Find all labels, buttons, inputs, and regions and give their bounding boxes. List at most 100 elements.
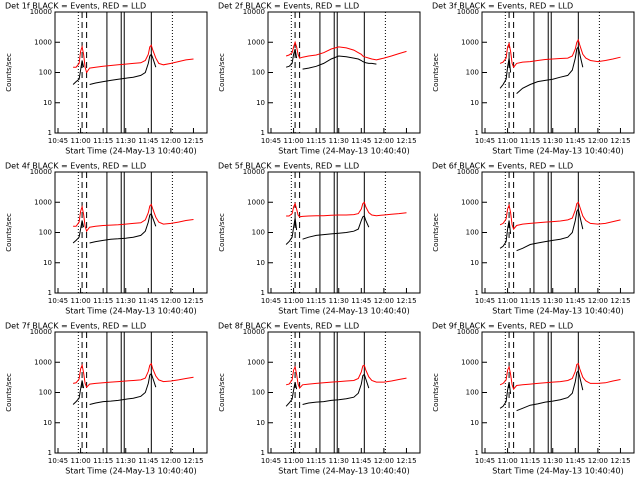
x-tick-label: 11:45 bbox=[138, 297, 158, 305]
x-tick-label: 11:15 bbox=[520, 137, 540, 145]
y-tick-label: 10 bbox=[43, 99, 52, 107]
series-line bbox=[499, 207, 584, 252]
y-tick-label: 10000 bbox=[30, 168, 52, 176]
series-line bbox=[73, 362, 194, 389]
x-tick-label: 11:15 bbox=[520, 457, 540, 465]
x-tick-label: 10:45 bbox=[48, 137, 68, 145]
y-tick-label: 1 bbox=[48, 449, 52, 457]
y-axis-label: Counts/sec bbox=[218, 373, 226, 412]
x-tick-label: 11:00 bbox=[283, 137, 303, 145]
x-tick-label: 11:00 bbox=[70, 297, 90, 305]
x-tick-label: 11:30 bbox=[543, 457, 563, 465]
plot-frame bbox=[481, 11, 635, 134]
y-tick-label: 1 bbox=[48, 289, 52, 297]
x-tick-label: 11:30 bbox=[329, 297, 349, 305]
x-tick-label: 12:15 bbox=[610, 297, 630, 305]
x-tick-label: 12:15 bbox=[183, 297, 203, 305]
chart-title: Det 6f BLACK = Events, RED = LLD bbox=[432, 162, 573, 171]
chart-title: Det 7f BLACK = Events, RED = LLD bbox=[5, 322, 146, 331]
x-axis-label: Start Time (24-May-13 10:40:40) bbox=[278, 147, 409, 156]
y-tick-label: 100 bbox=[466, 389, 479, 397]
y-tick-label: 1000 bbox=[461, 198, 479, 206]
y-tick-label: 1000 bbox=[461, 38, 479, 46]
x-tick-label: 11:30 bbox=[543, 137, 563, 145]
x-tick-label: 11:15 bbox=[306, 297, 326, 305]
y-axis-label: Counts/sec bbox=[218, 53, 226, 92]
chart-title: Det 8f BLACK = Events, RED = LLD bbox=[218, 322, 359, 331]
y-tick-label: 1000 bbox=[461, 358, 479, 366]
chart-title: Det 9f BLACK = Events, RED = LLD bbox=[432, 322, 573, 331]
series-line bbox=[285, 48, 377, 70]
y-tick-label: 100 bbox=[252, 389, 265, 397]
x-tick-label: 11:45 bbox=[565, 137, 585, 145]
y-tick-label: 1000 bbox=[34, 198, 52, 206]
x-tick-label: 12:15 bbox=[396, 137, 416, 145]
y-tick-label: 100 bbox=[39, 389, 52, 397]
x-tick-label: 11:15 bbox=[93, 297, 113, 305]
x-tick-label: 12:15 bbox=[183, 137, 203, 145]
series-line bbox=[73, 44, 194, 74]
x-axis-label: Start Time (24-May-13 10:40:40) bbox=[65, 307, 196, 316]
series-line bbox=[499, 201, 621, 231]
y-tick-label: 100 bbox=[466, 229, 479, 237]
x-tick-label: 11:15 bbox=[93, 457, 113, 465]
x-tick-label: 10:45 bbox=[475, 297, 495, 305]
x-tick-label: 11:45 bbox=[351, 297, 371, 305]
x-tick-label: 12:00 bbox=[161, 457, 181, 465]
series-line bbox=[72, 53, 157, 85]
x-tick-label: 11:00 bbox=[283, 457, 303, 465]
y-axis-label: Counts/sec bbox=[432, 53, 440, 92]
series-line bbox=[73, 203, 194, 233]
y-tick-label: 10000 bbox=[457, 328, 479, 336]
x-tick-label: 10:45 bbox=[48, 297, 68, 305]
x-tick-label: 11:00 bbox=[283, 297, 303, 305]
y-tick-label: 1 bbox=[475, 289, 479, 297]
y-tick-label: 10 bbox=[470, 419, 479, 427]
y-axis-label: Counts/sec bbox=[432, 373, 440, 412]
y-tick-label: 10000 bbox=[243, 168, 265, 176]
x-tick-label: 11:45 bbox=[565, 297, 585, 305]
x-axis-label: Start Time (24-May-13 10:40:40) bbox=[492, 307, 623, 316]
x-tick-label: 12:15 bbox=[610, 137, 630, 145]
y-tick-label: 10 bbox=[43, 419, 52, 427]
chart-title: Det 2f BLACK = Events, RED = LLD bbox=[218, 2, 359, 11]
y-tick-label: 10000 bbox=[243, 328, 265, 336]
series-line bbox=[499, 369, 584, 412]
plot-frame bbox=[54, 11, 208, 134]
x-tick-label: 12:00 bbox=[588, 297, 608, 305]
chart-title: Det 1f BLACK = Events, RED = LLD bbox=[5, 2, 146, 11]
x-tick-label: 12:00 bbox=[588, 137, 608, 145]
x-tick-label: 11:45 bbox=[351, 137, 371, 145]
y-tick-label: 1 bbox=[261, 129, 265, 137]
series-line bbox=[285, 373, 370, 407]
y-axis-label: Counts/sec bbox=[218, 213, 226, 252]
x-tick-label: 10:45 bbox=[475, 137, 495, 145]
x-tick-label: 11:00 bbox=[70, 137, 90, 145]
x-tick-label: 11:00 bbox=[497, 457, 517, 465]
x-tick-label: 11:30 bbox=[116, 297, 136, 305]
x-tick-label: 10:45 bbox=[261, 457, 281, 465]
y-axis-label: Counts/sec bbox=[5, 53, 13, 92]
x-tick-label: 12:15 bbox=[396, 297, 416, 305]
x-axis-label: Start Time (24-May-13 10:40:40) bbox=[278, 307, 409, 316]
x-tick-label: 11:45 bbox=[138, 457, 158, 465]
y-tick-label: 10 bbox=[256, 99, 265, 107]
y-tick-label: 1 bbox=[475, 129, 479, 137]
y-tick-label: 1 bbox=[261, 289, 265, 297]
x-tick-label: 12:00 bbox=[161, 297, 181, 305]
x-tick-label: 10:45 bbox=[261, 297, 281, 305]
y-tick-label: 1 bbox=[475, 449, 479, 457]
chart-title: Det 4f BLACK = Events, RED = LLD bbox=[5, 162, 146, 171]
x-tick-label: 11:30 bbox=[329, 457, 349, 465]
y-tick-label: 10000 bbox=[30, 328, 52, 336]
chart-title: Det 5f BLACK = Events, RED = LLD bbox=[218, 162, 359, 171]
x-axis-label: Start Time (24-May-13 10:40:40) bbox=[65, 147, 196, 156]
y-tick-label: 10 bbox=[256, 259, 265, 267]
y-axis-label: Counts/sec bbox=[432, 213, 440, 252]
x-tick-label: 11:00 bbox=[497, 297, 517, 305]
x-tick-label: 11:15 bbox=[93, 137, 113, 145]
x-tick-label: 11:15 bbox=[520, 297, 540, 305]
y-tick-label: 1000 bbox=[34, 358, 52, 366]
x-axis-label: Start Time (24-May-13 10:40:40) bbox=[492, 467, 623, 476]
